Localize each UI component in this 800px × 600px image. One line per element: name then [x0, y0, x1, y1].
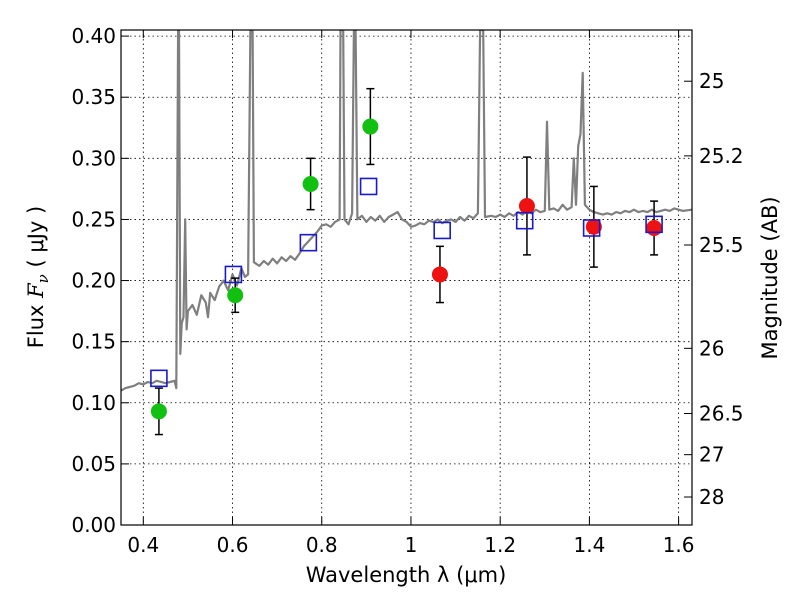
- y-axis-label: Flux Fν ( μJy ): [24, 206, 52, 348]
- y-tick-label: 0.35: [71, 85, 116, 109]
- x-axis-label: Wavelength λ (μm): [306, 563, 507, 587]
- y-tick-label: 0.05: [71, 452, 116, 476]
- model-square: [645, 215, 663, 234]
- y2-tick-label: 25.2: [699, 144, 744, 168]
- y2-tick-label: 26.5: [699, 402, 744, 426]
- green-data-point: [150, 403, 167, 420]
- y-tick-label: 0.25: [71, 207, 116, 231]
- y-axis-label-symbol: F: [24, 282, 48, 299]
- red-data-point: [431, 266, 448, 283]
- x-tick-label: 1.6: [663, 533, 695, 557]
- y2-tick-label: 25.5: [699, 233, 744, 257]
- green-data-point: [227, 287, 244, 304]
- x-tick-label: 0.4: [127, 533, 159, 557]
- spectrum-line: [121, 30, 692, 392]
- y2-tick-label: 27: [699, 443, 724, 467]
- green-data-point: [302, 176, 319, 192]
- plot-frame: [120, 29, 693, 526]
- y-tick-label: 0.30: [71, 146, 116, 170]
- y-tick-label: 0.10: [71, 391, 116, 415]
- y-axis-label-prefix: Flux: [24, 298, 48, 348]
- x-tick-label: 1.4: [573, 533, 605, 557]
- y2-axis-label: Magnitude (AB): [758, 196, 782, 359]
- plot-background: [121, 30, 692, 525]
- y-axis-label-subscript: ν: [34, 274, 52, 283]
- spectrum-layer: [121, 30, 692, 392]
- model-square: [433, 221, 451, 240]
- y-tick-label: 0.15: [71, 330, 116, 354]
- y-tick-label: 0.00: [71, 513, 116, 537]
- x-tick-label: 0.6: [217, 533, 249, 557]
- model-square: [150, 369, 168, 388]
- axis-ticks: 0.4 0.6 0.8 1 1.2 1.4 1.6 0.00 0.05 0.10 0.15 0.20 0…: [71, 24, 743, 557]
- x-tick-label: 1: [405, 533, 418, 557]
- model-square: [582, 219, 601, 237]
- model-square: [224, 265, 243, 284]
- y-tick-label: 0.20: [71, 269, 116, 293]
- model-square: [299, 233, 318, 252]
- green-data-point: [362, 118, 379, 135]
- model-square: [359, 177, 378, 196]
- x-tick-label: 0.8: [306, 533, 338, 557]
- x-tick-label: 1.2: [484, 533, 516, 557]
- y2-tick-label: 26: [699, 336, 724, 360]
- model-square: [515, 211, 534, 230]
- red-data-point: [646, 220, 663, 236]
- y-axis-label-suffix: ( μJy ): [24, 206, 48, 274]
- y2-tick-label: 25: [699, 69, 724, 93]
- y2-tick-label: 28: [699, 485, 724, 509]
- red-data-point: [518, 198, 535, 214]
- y-tick-label: 0.40: [71, 24, 116, 48]
- data-marks: [150, 87, 663, 436]
